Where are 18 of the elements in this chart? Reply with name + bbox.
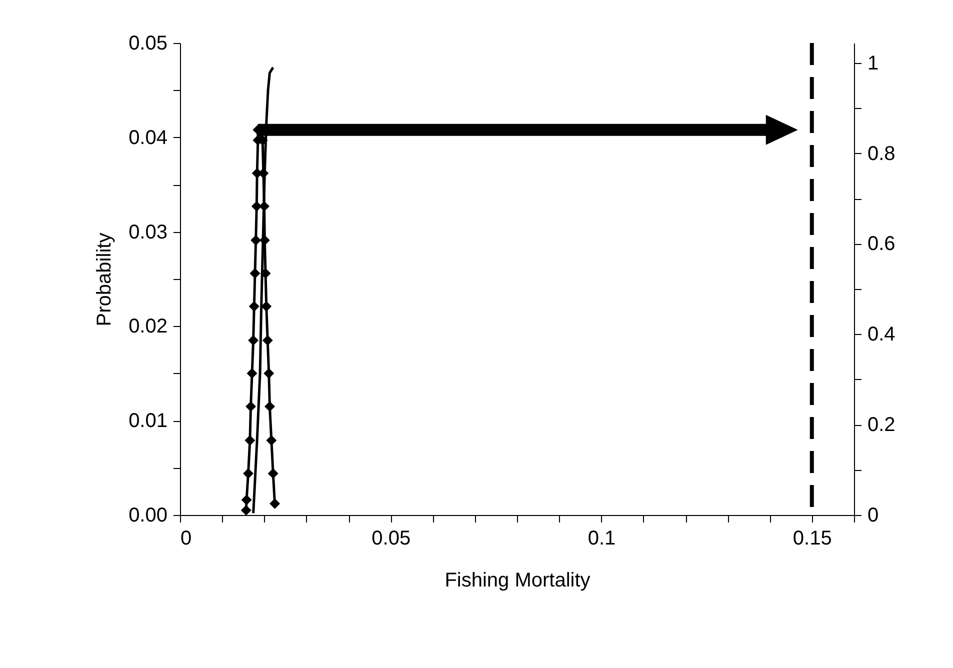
x-tick-label: 0.05 [372, 528, 411, 550]
y-tick-label: 0.02 [128, 316, 168, 338]
x-tick-label: 0.15 [792, 528, 832, 550]
x-axis-title: Fishing Mortality [444, 570, 590, 592]
y2-tick-label: 0.8 [868, 142, 896, 165]
y-tick-label: 0.03 [128, 221, 168, 244]
y2-tick-label: 1 [868, 52, 879, 74]
y2-tick-label: 0.2 [868, 414, 896, 436]
y2-tick-label: 0 [868, 504, 879, 526]
x-tick-label: 0.1 [588, 528, 616, 550]
x-tick-label: 0 [180, 528, 192, 550]
y2-tick-label: 0.6 [868, 233, 896, 256]
y-tick-label: 0.00 [128, 504, 168, 526]
y-tick-label: 0.05 [128, 32, 168, 54]
y2-tick-label: 0.4 [868, 324, 896, 346]
y-axis-title: Probability [94, 232, 116, 326]
y-tick-label: 0.01 [128, 410, 168, 432]
y-tick-label: 0.04 [128, 126, 168, 149]
